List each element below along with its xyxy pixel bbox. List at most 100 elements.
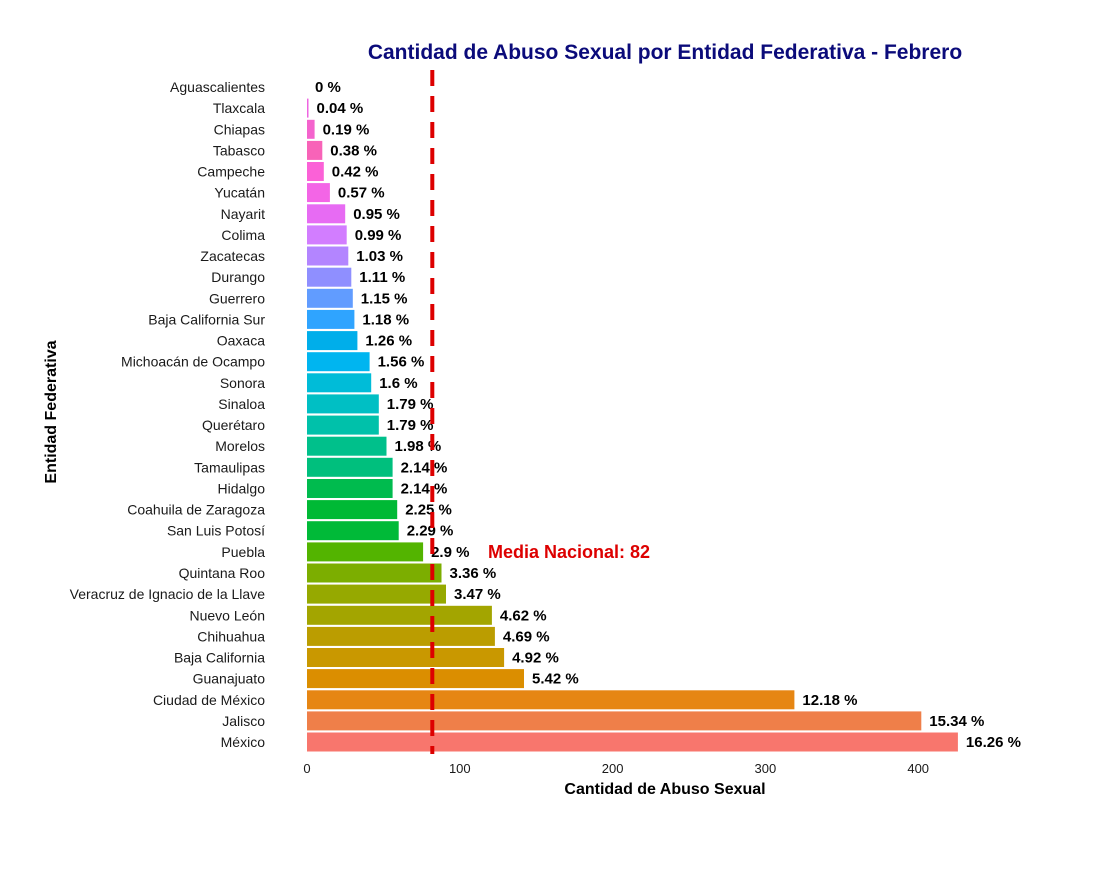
bar [307,246,349,266]
x-tick-label: 300 [755,761,777,776]
chart-title: Cantidad de Abuso Sexual por Entidad Fed… [368,41,962,64]
data-label: 1.15 % [361,290,408,307]
data-label: 3.47 % [454,586,501,603]
x-tick-label: 100 [449,761,471,776]
y-tick-label: Campeche [197,164,265,180]
y-tick-label: Yucatán [214,185,265,201]
y-tick-label: Guanajuato [193,671,266,687]
bar [307,267,352,287]
data-label: 2.25 % [405,502,452,519]
data-label: 4.69 % [503,628,550,645]
bar [307,394,379,414]
data-label: 1.26 % [365,333,412,350]
y-tick-label: Puebla [221,544,265,560]
y-tick-label: Aguascalientes [170,79,265,95]
data-label: 4.92 % [512,650,559,667]
y-tick-label: Morelos [215,438,265,454]
y-tick-label: Baja California Sur [148,311,265,327]
bar [307,119,315,139]
y-tick-label: Guerrero [209,290,265,306]
y-tick-label: Oaxaca [217,333,265,349]
y-tick-labels: Aguascalientes Tlaxcala Chiapas Tabasco Camp… [70,79,266,750]
y-tick-label: Quintana Roo [179,565,266,581]
data-label: 1.11 % [359,269,405,286]
data-label: 16.26 % [966,734,1021,751]
data-label: 2.14 % [401,481,448,498]
data-label: 3.36 % [450,565,497,582]
y-tick-label: Colima [221,227,265,243]
bar [307,225,347,245]
bar [307,563,442,583]
bar [307,690,795,710]
y-tick-label: Chihuahua [197,628,265,644]
y-tick-label: Michoacán de Ocampo [121,354,265,370]
data-label: 1.56 % [378,354,425,371]
data-label: 1.6 % [379,375,417,392]
bar [307,626,495,646]
y-tick-label: Querétaro [202,417,265,433]
x-axis-title: Cantidad de Abuso Sexual [564,781,765,798]
y-tick-label: Durango [211,269,265,285]
x-tick-label: 0 [303,761,310,776]
data-label: 2.14 % [401,459,448,476]
y-tick-label: Tamaulipas [194,459,265,475]
y-tick-label: Sinaloa [218,396,265,412]
data-label: 0.19 % [323,121,370,138]
bar [307,732,958,752]
x-tick-label: 400 [907,761,929,776]
bar [307,288,353,308]
data-label: 1.98 % [395,438,442,455]
x-tick-labels: 0 100 200 300 400 [303,761,929,776]
bars [307,98,958,752]
bar [307,711,922,731]
bar [307,373,372,393]
bar [307,479,393,498]
data-label: 12.18 % [802,692,857,709]
y-tick-label: Zacatecas [200,248,265,264]
bar [307,457,393,477]
data-label: 0.57 % [338,185,385,202]
y-tick-label: Coahuila de Zaragoza [127,502,265,518]
y-tick-label: Baja California [174,650,265,666]
y-tick-label: San Luis Potosí [167,523,265,539]
y-tick-label: México [221,734,266,750]
data-label: 0 % [315,79,341,96]
y-tick-label: Hidalgo [218,481,266,497]
bar [307,415,379,435]
y-tick-label: Nuevo León [189,607,265,623]
bar [307,669,524,689]
y-tick-label: Nayarit [221,206,265,222]
data-label: 1.03 % [356,248,403,265]
bar [307,436,387,456]
y-tick-label: Veracruz de Ignacio de la Llave [70,586,266,602]
y-tick-label: Jalisco [222,713,265,729]
bar [307,204,346,224]
data-label: 0.42 % [332,164,379,181]
bar [307,352,370,372]
bar [307,98,309,118]
mean-label: Media Nacional: 82 [488,542,650,562]
bar [307,309,355,329]
data-labels: 0 % 0.04 % 0.19 % 0.38 % 0.42 % 0.57 % 0.95 % 0… [315,79,1021,751]
data-label: 4.62 % [500,607,547,624]
x-tick-label: 200 [602,761,624,776]
data-label: 5.42 % [532,671,579,688]
data-label: 1.79 % [387,396,434,413]
bar [307,183,330,203]
bar [307,140,323,160]
bar [307,162,324,181]
data-label: 1.18 % [362,311,409,328]
data-label: 0.95 % [353,206,400,223]
y-tick-label: Chiapas [214,121,265,137]
y-tick-label: Sonora [220,375,265,391]
data-label: 15.34 % [929,713,984,730]
bar [307,521,399,541]
bar [307,605,492,625]
data-label: 2.29 % [407,523,454,540]
data-label: 0.99 % [355,227,402,244]
data-label: 0.38 % [330,142,377,159]
bar [307,542,424,562]
bar [307,331,358,351]
y-tick-label: Tlaxcala [213,100,265,116]
